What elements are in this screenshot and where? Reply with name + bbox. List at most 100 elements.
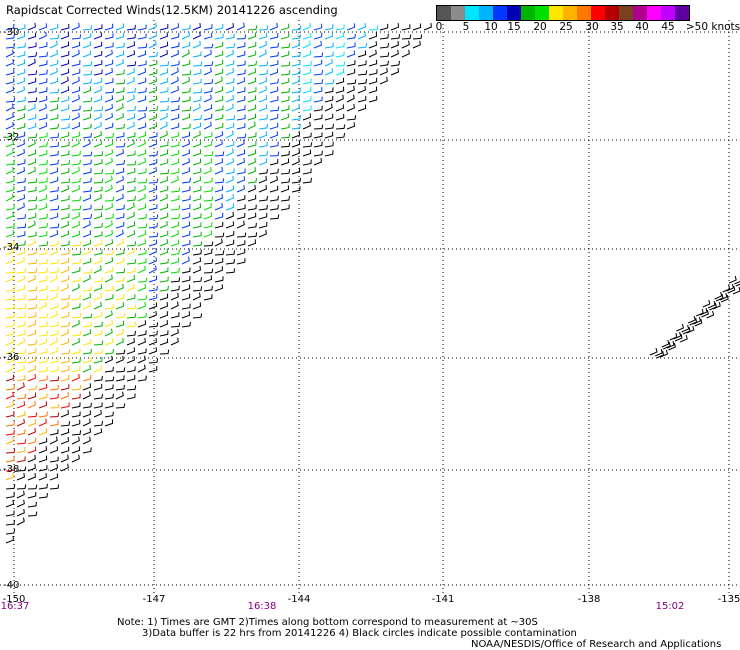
- wind-barb: [126, 87, 136, 94]
- wind-barb: [16, 42, 26, 49]
- wind-barb: [258, 131, 268, 139]
- wind-barb: [71, 258, 81, 265]
- wind-barb: [236, 133, 247, 139]
- wind-barb: [5, 222, 15, 229]
- wind-barb: [82, 177, 92, 184]
- wind-barb: [38, 393, 48, 400]
- wind-barb: [27, 340, 38, 346]
- wind-barb: [412, 34, 423, 40]
- wind-barb: [27, 196, 38, 202]
- wind-barb: [82, 313, 93, 319]
- wind-barb: [5, 112, 14, 121]
- wind-barb: [49, 292, 58, 301]
- wind-barb: [324, 95, 334, 103]
- wind-barb: [170, 301, 179, 310]
- wind-barb: [115, 355, 124, 364]
- wind-barb: [673, 331, 682, 340]
- wind-barb: [71, 34, 82, 40]
- wind-barb: [379, 43, 390, 49]
- wind-barb: [27, 238, 36, 247]
- wind-barb: [104, 103, 113, 112]
- wind-barb: [27, 473, 36, 481]
- wind-barb: [346, 60, 356, 67]
- wind-barb: [60, 338, 70, 346]
- wind-barb: [313, 79, 324, 85]
- wind-barb: [734, 277, 740, 285]
- legend-swatch: [591, 6, 605, 20]
- wind-barb: [170, 149, 180, 157]
- wind-barb: [93, 292, 102, 301]
- wind-barb: [159, 302, 169, 310]
- wind-barb: [38, 241, 49, 247]
- wind-barb: [71, 122, 81, 130]
- wind-barb: [137, 330, 147, 337]
- wind-barb: [38, 159, 48, 166]
- wind-barb: [5, 304, 15, 310]
- wind-barb: [27, 77, 37, 85]
- wind-barb: [104, 23, 114, 31]
- wind-barb: [49, 429, 59, 436]
- wind-barb: [225, 259, 235, 265]
- wind-barb: [159, 220, 168, 229]
- wind-barb: [291, 77, 301, 85]
- wind-barb: [280, 96, 290, 103]
- wind-barb: [16, 256, 25, 265]
- wind-barb: [16, 284, 26, 292]
- wind-barb: [38, 150, 48, 157]
- wind-barb: [71, 131, 81, 139]
- wind-barb: [280, 61, 291, 67]
- wind-barb: [170, 141, 180, 148]
- wind-barb: [137, 33, 147, 40]
- wind-barb: [137, 149, 147, 157]
- wind-barb: [680, 334, 688, 343]
- wind-barb: [727, 285, 736, 294]
- wind-barb: [203, 241, 214, 247]
- wind-barb: [27, 491, 37, 499]
- wind-barb: [269, 185, 279, 193]
- wind-barb: [49, 403, 60, 409]
- wind-barb: [93, 231, 103, 238]
- wind-barb: [60, 24, 70, 31]
- wind-barb: [27, 274, 36, 283]
- wind-barb: [71, 159, 81, 166]
- wind-barb: [126, 41, 136, 49]
- wind-barb: [60, 384, 70, 391]
- wind-barb: [115, 149, 124, 157]
- wind-barb: [126, 94, 135, 103]
- wind-barb: [82, 374, 92, 382]
- wind-barb: [71, 112, 80, 121]
- wind-barb: [258, 114, 268, 121]
- wind-barb: [115, 268, 126, 274]
- wind-barb: [214, 158, 224, 166]
- wind-barb: [82, 139, 91, 148]
- wind-barb: [148, 302, 158, 310]
- wind-barb: [390, 49, 399, 58]
- wind-barb: [269, 175, 278, 184]
- wind-barb: [192, 277, 203, 283]
- wind-barb: [104, 140, 114, 148]
- wind-barb: [258, 104, 268, 112]
- wind-barb: [38, 52, 49, 58]
- wind-barb: [27, 103, 36, 112]
- wind-barb: [214, 266, 224, 274]
- wind-barb: [181, 113, 191, 121]
- wind-barb: [302, 121, 311, 130]
- wind-barb: [324, 32, 334, 40]
- wind-barb: [38, 132, 48, 139]
- wind-barb: [181, 106, 192, 112]
- wind-barb: [313, 40, 322, 49]
- wind-barb: [159, 105, 169, 112]
- wind-barb: [93, 428, 103, 436]
- wind-barb: [82, 168, 92, 175]
- wind-barb: [247, 184, 256, 193]
- wind-barb: [5, 23, 15, 31]
- wind-barb: [302, 159, 312, 166]
- wind-barb: [412, 40, 421, 49]
- wind-barb: [181, 41, 191, 49]
- wind-barb: [115, 79, 126, 85]
- wind-barb: [49, 59, 59, 67]
- wind-barb: [203, 32, 213, 40]
- wind-barb: [302, 142, 313, 148]
- wind-barb: [5, 411, 15, 418]
- wind-barb: [5, 185, 15, 193]
